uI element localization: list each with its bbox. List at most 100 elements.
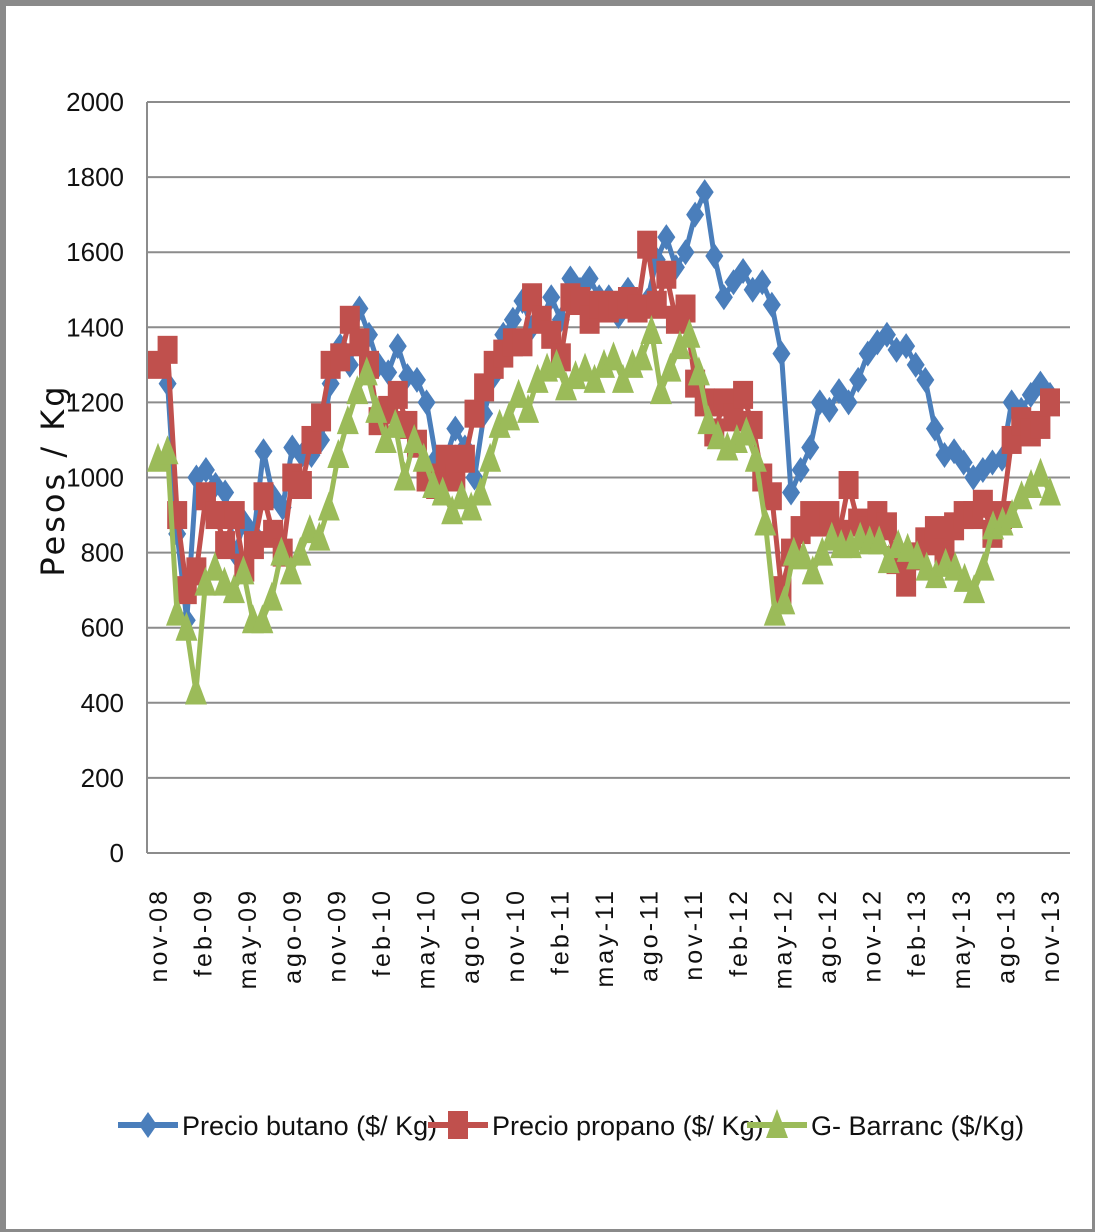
data-point-diamond [676, 239, 695, 266]
y-tick-label: 2000 [66, 87, 124, 117]
data-point-triangle [868, 525, 891, 555]
data-point-square [733, 380, 754, 409]
data-point-square [387, 380, 408, 409]
data-point-triangle [766, 1109, 788, 1138]
data-point-triangle [441, 495, 464, 525]
data-point-triangle [744, 442, 767, 472]
data-point-square [474, 373, 495, 402]
data-point-triangle [678, 318, 701, 348]
data-point-diamond [216, 479, 235, 506]
data-point-triangle [574, 352, 597, 382]
x-tick-label: ago-11 [636, 888, 664, 982]
data-point-diamond [954, 449, 973, 476]
data-point-triangle [773, 585, 796, 615]
x-tick-label: may-09 [234, 888, 262, 989]
data-point-diamond [782, 479, 801, 506]
data-point-triangle [450, 480, 473, 510]
x-tick-label: ago-09 [279, 888, 307, 984]
data-point-diamond [379, 359, 398, 386]
data-point-triangle [175, 611, 198, 641]
y-axis-ticks: 0 200 400 600 800 1000 1200 1400 1600 1800 2000 [66, 87, 124, 868]
data-point-square [723, 403, 744, 432]
data-point-triangle [507, 378, 530, 408]
data-point-triangle [488, 408, 511, 438]
data-point-diamond [695, 179, 714, 206]
data-point-diamond [762, 291, 781, 318]
x-tick-label: may-11 [591, 888, 619, 988]
data-point-triangle [147, 442, 169, 472]
data-point-square [646, 290, 667, 319]
data-point-diamond [906, 351, 925, 378]
data-point-diamond [801, 434, 820, 461]
data-point-square [224, 501, 245, 530]
data-point-triangle [906, 540, 929, 570]
data-point-square [656, 260, 677, 289]
x-tick-label: nov-08 [145, 888, 173, 982]
data-point-triangle [659, 352, 682, 382]
data-point-triangle [564, 360, 587, 390]
data-point-triangle [991, 506, 1014, 536]
data-point-square [339, 305, 360, 334]
data-point-diamond [849, 366, 868, 393]
x-tick-label: ago-12 [814, 888, 842, 984]
data-point-triangle [270, 536, 293, 566]
data-point-diamond [714, 284, 733, 311]
data-point-triangle [260, 581, 283, 611]
y-tick-label: 1000 [66, 463, 124, 493]
data-point-triangle [953, 562, 976, 592]
data-point-square [243, 531, 264, 560]
data-point-triangle [251, 604, 274, 634]
x-tick-label: feb-12 [725, 888, 753, 977]
data-point-square [157, 335, 178, 364]
data-point-diamond [542, 284, 561, 311]
data-point-diamond [772, 340, 791, 367]
data-point-triangle [346, 375, 369, 405]
data-point-triangle [649, 375, 672, 405]
data-point-square [301, 425, 322, 454]
data-point-diamond [657, 224, 676, 251]
x-tick-label: nov-11 [680, 888, 708, 981]
data-point-triangle [203, 551, 226, 581]
data-point-triangle [839, 529, 862, 559]
data-point-triangle [232, 555, 255, 585]
data-point-square [541, 320, 562, 349]
data-point-diamond [580, 265, 599, 292]
data-point-diamond [734, 257, 753, 284]
legend-label: G- Barranc ($/Kg) [811, 1111, 1024, 1141]
data-point-square [627, 294, 648, 323]
y-tick-label: 0 [110, 838, 124, 868]
series-triangle [147, 315, 1061, 705]
data-point-triangle [289, 536, 312, 566]
data-point-triangle [1039, 476, 1061, 506]
data-point-triangle [222, 574, 245, 604]
data-point-square [1030, 410, 1051, 439]
data-point-triangle [602, 341, 625, 371]
y-tick-label: 400 [81, 688, 124, 718]
y-tick-label: 200 [81, 763, 124, 793]
x-tick-label: nov-10 [502, 888, 530, 982]
data-point-triangle [393, 461, 416, 491]
data-point-triangle [877, 544, 900, 574]
data-point-triangle [754, 506, 777, 536]
y-tick-label: 1200 [66, 387, 124, 417]
legend-item: G- Barranc ($/Kg) [747, 1109, 1024, 1141]
data-point-triangle [630, 341, 653, 371]
data-point-triangle [963, 574, 986, 604]
data-point-diamond [705, 242, 724, 269]
data-point-triangle [792, 540, 815, 570]
data-point-diamond [791, 456, 810, 483]
data-point-triangle [697, 405, 720, 435]
data-point-triangle [184, 675, 207, 705]
data-point-triangle [811, 536, 834, 566]
legend-label: Precio propano ($/ Kg) [492, 1111, 764, 1141]
data-point-triangle [498, 401, 521, 431]
y-axis-label: Pesos / Kg [34, 383, 72, 576]
data-point-triangle [611, 363, 634, 393]
data-point-triangle [621, 348, 644, 378]
data-point-triangle [706, 420, 729, 450]
data-point-diamond [417, 389, 436, 416]
data-point-triangle [327, 438, 350, 468]
data-point-diamond [139, 1112, 157, 1138]
legend: Precio butano ($/ Kg) Precio propano ($/ … [118, 1109, 1024, 1141]
